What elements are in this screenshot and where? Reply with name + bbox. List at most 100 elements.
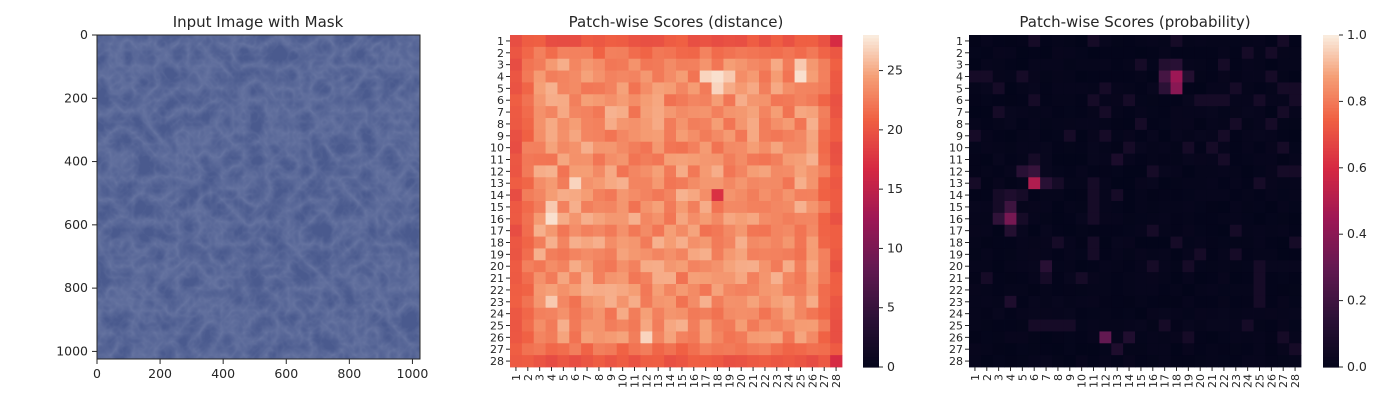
colorbar-segment [1323, 353, 1339, 358]
heatmap-cell [1123, 189, 1136, 202]
heatmap-cell [1063, 82, 1077, 95]
row-label: 25 [490, 320, 504, 333]
heatmap-cell [735, 272, 748, 285]
heatmap-cell [604, 129, 618, 143]
heatmap-cell [664, 331, 677, 344]
heatmap-cell [521, 236, 535, 249]
heatmap-cell [1087, 343, 1100, 356]
heatmap-cell [1099, 212, 1112, 226]
heatmap-cell [759, 212, 772, 226]
heatmap-cell [676, 70, 689, 83]
heatmap-cell [735, 307, 748, 320]
heatmap-cell [699, 260, 712, 273]
heatmap-cell [830, 248, 843, 261]
heatmap-cell [1016, 70, 1029, 83]
heatmap-cell [581, 260, 594, 273]
heatmap-cell [569, 307, 582, 320]
heatmap-cell [521, 58, 535, 71]
heatmap-cell [806, 189, 819, 202]
heatmap-cell [735, 224, 748, 237]
colorbar-segment [863, 144, 879, 149]
heatmap-cell [794, 331, 807, 344]
heatmap-cell [616, 153, 629, 166]
heatmap-cell [652, 94, 665, 107]
heatmap-cell [794, 46, 807, 60]
heatmap-cell [652, 284, 665, 297]
heatmap-cell [1289, 141, 1302, 154]
heatmap-cell [1194, 224, 1207, 237]
heatmap-cell [1111, 201, 1124, 214]
colorbar-segment [1323, 58, 1339, 63]
heatmap-cell [1135, 355, 1148, 368]
heatmap-cell [533, 295, 546, 309]
colorbar-segment [1323, 118, 1339, 122]
heatmap-cell [747, 224, 760, 237]
heatmap-cell [1170, 272, 1183, 285]
heatmap-cell [747, 212, 760, 226]
heatmap-cell [1194, 153, 1207, 166]
heatmap-cell [1087, 355, 1100, 368]
heatmap-cell [699, 106, 712, 119]
heatmap-cell [1146, 189, 1160, 202]
colorbar-segment [1323, 363, 1339, 368]
heatmap-cell [1265, 82, 1278, 95]
heatmap-cell [992, 82, 1005, 95]
heatmap-cell [1099, 189, 1112, 202]
heatmap-cell [782, 307, 795, 320]
heatmap-cell [604, 165, 618, 178]
heatmap-cell [1277, 331, 1290, 344]
heatmap-cell [1206, 35, 1219, 48]
heatmap-cell [992, 165, 1005, 178]
colorbar-segment [863, 210, 879, 215]
heatmap-cell [1028, 236, 1041, 249]
heatmap-cell [569, 58, 582, 71]
heatmap-cell [735, 355, 748, 368]
heatmap-cell [1146, 319, 1160, 332]
heatmap-cell [1135, 118, 1148, 131]
heatmap-cell [1004, 141, 1017, 154]
heatmap-cell [1028, 295, 1041, 309]
heatmap-cell [806, 82, 819, 95]
heatmap-cell [1040, 248, 1053, 261]
colorbar-segment [863, 111, 879, 116]
col-label: 4 [1005, 374, 1018, 381]
colorbar-segment [1323, 357, 1339, 361]
heatmap-cell [1194, 272, 1207, 285]
heatmap-cell [545, 201, 558, 214]
heatmap-cell [628, 260, 641, 273]
heatmap-cell [723, 248, 736, 261]
heatmap-cell [830, 46, 843, 60]
heatmap-cell [980, 118, 994, 131]
heatmap-cell [1253, 35, 1266, 48]
heatmap-cell [1075, 35, 1088, 48]
heatmap-cell [1075, 307, 1088, 320]
row-label: 19 [490, 248, 504, 261]
heatmap-cell [652, 355, 665, 368]
heatmap-cell [676, 177, 689, 190]
heatmap-cell [1135, 35, 1148, 48]
heatmap-cell [1218, 106, 1231, 119]
heatmap-cell [818, 307, 831, 320]
colorbar-segment [1323, 234, 1339, 239]
heatmap-cell [980, 319, 994, 332]
colorbar-segment [1323, 161, 1339, 166]
heatmap-cell [1111, 295, 1124, 309]
heatmap-cell [759, 248, 772, 261]
heatmap-cell [759, 189, 772, 202]
heatmap-cell [628, 70, 641, 83]
heatmap-cell [747, 331, 760, 344]
heatmap-cell [604, 153, 618, 166]
colorbar-segment [863, 121, 879, 126]
colorbar-segment [863, 317, 879, 322]
heatmap-cell [1158, 212, 1171, 226]
heatmap-cell [1063, 272, 1077, 285]
heatmap-cell [747, 82, 760, 95]
heatmap-cell [699, 70, 712, 83]
heatmap-cell [664, 82, 677, 95]
heatmap-cell [1099, 236, 1112, 249]
colorbar-segment [1323, 340, 1339, 345]
heatmap-cell [699, 307, 712, 320]
heatmap-cell [521, 224, 535, 237]
heatmap-cell [1135, 58, 1148, 71]
colorbar-segment [863, 88, 879, 93]
